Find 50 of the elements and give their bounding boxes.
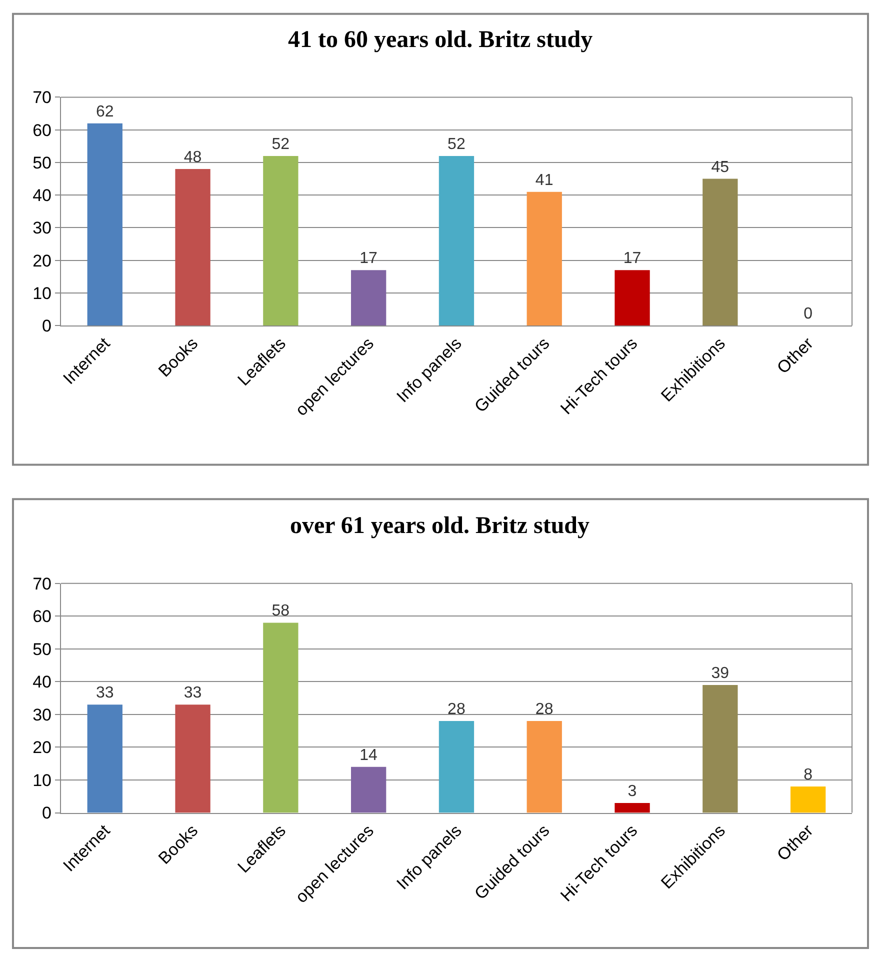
y-tick-label: 60 <box>32 607 52 626</box>
bar <box>87 123 122 326</box>
y-tick-label: 40 <box>32 672 52 692</box>
bar <box>175 169 210 326</box>
bar <box>702 684 738 813</box>
chart-title: over 61 years old. Britz study <box>290 513 590 539</box>
bar <box>438 156 474 326</box>
y-tick-label: 0 <box>42 804 52 823</box>
bar <box>526 721 562 813</box>
bar <box>263 156 298 326</box>
y-tick-label: 70 <box>32 88 52 108</box>
bar <box>175 704 210 813</box>
data-label: 52 <box>272 136 290 153</box>
data-label: 33 <box>184 684 202 702</box>
data-label: 52 <box>448 136 466 153</box>
bar <box>351 766 386 813</box>
data-label: 33 <box>96 684 114 702</box>
y-tick-label: 0 <box>42 316 52 336</box>
data-label: 28 <box>448 701 466 718</box>
data-label: 39 <box>711 664 730 682</box>
data-label: 14 <box>360 746 378 764</box>
data-label: 45 <box>711 158 730 176</box>
y-tick-label: 10 <box>32 770 52 790</box>
y-tick-label: 40 <box>32 186 52 206</box>
y-tick-label: 10 <box>32 284 52 303</box>
data-label: 62 <box>96 103 114 120</box>
y-tick-label: 30 <box>32 218 52 238</box>
bar <box>438 721 474 813</box>
y-tick-label: 30 <box>32 705 52 724</box>
data-label: 28 <box>535 701 554 718</box>
data-label: 3 <box>628 782 637 800</box>
y-tick-label: 60 <box>32 120 52 140</box>
bar <box>790 786 826 813</box>
bar <box>614 802 650 813</box>
data-label: 48 <box>184 149 202 166</box>
y-tick-label: 70 <box>32 574 52 594</box>
bar <box>526 192 562 326</box>
y-tick-label: 20 <box>32 251 52 270</box>
data-label: 8 <box>804 766 813 784</box>
y-tick-label: 20 <box>32 738 52 758</box>
bar <box>263 622 298 813</box>
bar <box>87 704 122 813</box>
bar <box>614 270 650 326</box>
data-label: 41 <box>535 172 554 189</box>
y-tick-label: 50 <box>32 153 52 172</box>
bar <box>351 270 386 326</box>
bar <box>702 178 738 326</box>
y-tick-label: 50 <box>32 640 52 659</box>
data-label: 0 <box>804 306 813 323</box>
chart-title: 41 to 60 years old. Britz study <box>288 27 593 53</box>
